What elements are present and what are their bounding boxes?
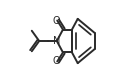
Text: O: O [53, 15, 61, 26]
Text: O: O [53, 56, 61, 67]
Text: N: N [53, 36, 60, 46]
